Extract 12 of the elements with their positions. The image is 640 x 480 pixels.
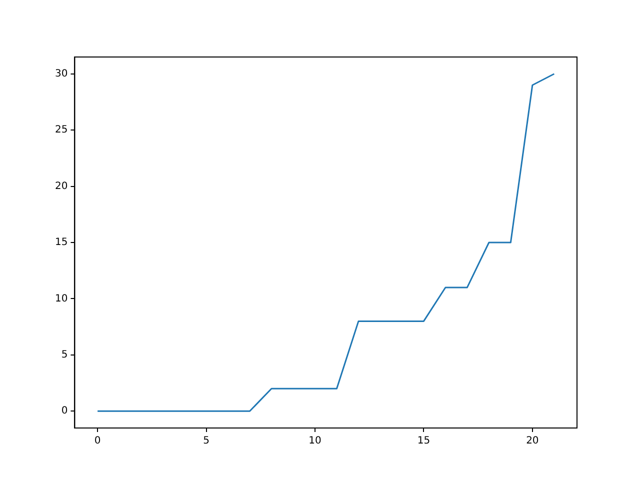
y-tick-label: 10 [54, 293, 68, 304]
y-tick-label: 30 [54, 68, 68, 80]
x-tick-label: 10 [308, 436, 322, 447]
y-tick-label: 5 [61, 350, 68, 361]
y-tick-label: 25 [54, 124, 68, 136]
x-tick-label: 5 [203, 436, 210, 447]
y-tick-label: 15 [54, 237, 68, 248]
x-tick-label: 20 [526, 436, 539, 447]
y-tick-label: 20 [54, 180, 68, 192]
y-tick-label: 0 [61, 406, 68, 417]
x-tick-label: 15 [417, 436, 430, 447]
x-tick-label: 0 [94, 436, 101, 447]
